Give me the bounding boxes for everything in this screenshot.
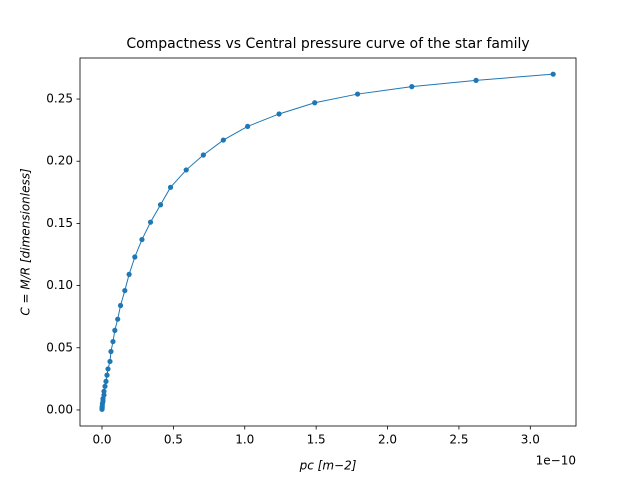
y-tick-label: 0.00 xyxy=(46,402,73,416)
x-tick-label: 0.0 xyxy=(92,433,111,447)
y-tick-label: 0.10 xyxy=(46,278,73,292)
x-tick-label: 1.0 xyxy=(235,433,254,447)
data-point xyxy=(122,287,128,294)
data-point xyxy=(117,302,124,309)
data-point xyxy=(220,137,226,143)
x-tick-label: 3.0 xyxy=(521,433,540,447)
y-tick-label: 0.20 xyxy=(46,154,73,168)
chart-title: Compactness vs Central pressure curve of… xyxy=(126,36,529,52)
data-point xyxy=(107,358,113,365)
data-point xyxy=(139,236,145,243)
data-point xyxy=(110,338,116,345)
data-point xyxy=(183,167,189,173)
data-point xyxy=(103,378,109,384)
y-tick-label: 0.05 xyxy=(46,340,73,354)
data-line xyxy=(101,73,554,410)
x-tick-label: 0.5 xyxy=(164,433,183,447)
y-axis-label: C = M/R [dimensionless] xyxy=(19,168,33,316)
data-point xyxy=(105,366,111,372)
x-tick-label: 2.0 xyxy=(378,433,397,447)
plot-frame xyxy=(79,57,577,427)
data-point xyxy=(112,327,118,333)
data-point xyxy=(157,202,164,208)
data-point xyxy=(276,111,282,117)
x-tick-label: 2.5 xyxy=(449,433,468,447)
y-tick-label: 0.25 xyxy=(46,92,73,106)
data-point xyxy=(473,77,479,83)
x-axis-label: pc [m−2] xyxy=(299,459,357,473)
data-point xyxy=(101,392,107,398)
y-tick-label: 0.15 xyxy=(46,216,73,230)
data-point xyxy=(115,316,121,322)
data-point xyxy=(108,348,114,355)
data-point xyxy=(354,91,361,97)
data-point xyxy=(147,219,154,225)
data-point xyxy=(409,84,415,90)
data-point xyxy=(245,123,251,130)
data-point xyxy=(132,254,138,260)
data-point xyxy=(167,184,174,190)
data-point xyxy=(550,71,556,77)
x-tick-label: 1.5 xyxy=(307,433,326,447)
data-point xyxy=(104,372,110,378)
data-point xyxy=(126,271,132,277)
data-point xyxy=(101,388,107,394)
data-point xyxy=(312,100,318,106)
x-offset-label: 1e−10 xyxy=(536,454,576,468)
data-point xyxy=(102,383,108,389)
data-point xyxy=(200,152,206,158)
